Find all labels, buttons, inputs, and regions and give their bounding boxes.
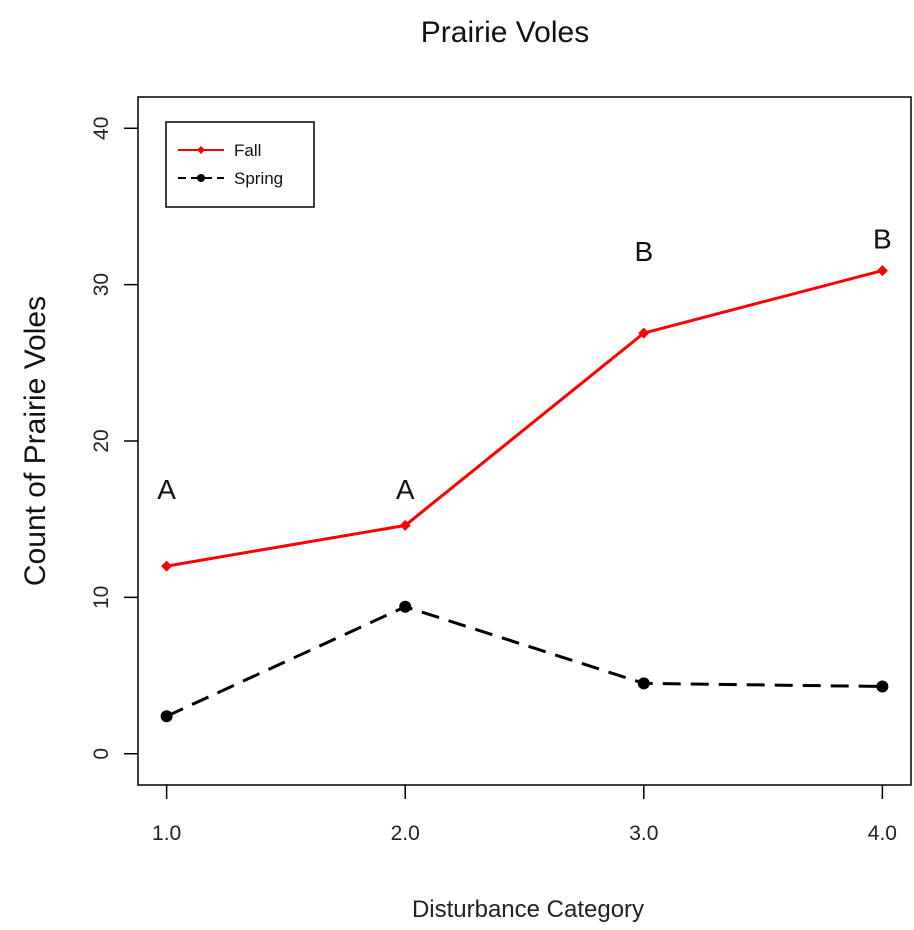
x-axis: 1.0 2.0 3.0 4.0: [152, 785, 897, 845]
y-tick-label: 0: [90, 748, 113, 760]
legend-marker-fall: [197, 146, 205, 154]
data-point-fall: [399, 519, 411, 531]
y-tick-label: 40: [90, 117, 113, 140]
series-spring: [160, 600, 889, 723]
data-point-fall: [876, 265, 888, 277]
data-point-fall: [161, 560, 173, 572]
group-letter-annotation: A: [396, 474, 415, 505]
series-layer: [160, 265, 889, 723]
x-tick-label: 3.0: [629, 822, 658, 845]
legend: Fall Spring: [165, 121, 315, 208]
x-axis-label: Disturbance Category: [412, 896, 644, 923]
group-letter-annotation: B: [873, 224, 892, 255]
y-axis: 0 10 20 30 40: [90, 117, 138, 760]
y-tick-label: 30: [90, 273, 113, 296]
data-point-spring: [160, 710, 173, 723]
chart-title: Prairie Voles: [421, 16, 589, 49]
annotation-layer: A A B B: [157, 224, 891, 505]
data-point-spring: [876, 680, 889, 693]
data-point-fall: [638, 327, 650, 339]
series-line-fall: [166, 269, 883, 568]
data-point-spring: [399, 600, 412, 613]
x-tick-label: 1.0: [152, 822, 181, 845]
series-line-spring: [166, 605, 883, 718]
data-point-spring: [637, 677, 650, 690]
y-axis-label: Count of Prairie Voles: [19, 296, 52, 586]
series-fall: [161, 265, 888, 572]
legend-box: [165, 121, 315, 208]
y-tick-label: 20: [90, 429, 113, 452]
x-tick-label: 2.0: [391, 822, 420, 845]
y-tick-label: 10: [90, 586, 113, 609]
legend-marker-spring: [197, 174, 205, 182]
x-tick-label: 4.0: [868, 822, 897, 845]
legend-label-fall: Fall: [234, 141, 261, 160]
group-letter-annotation: B: [634, 236, 653, 267]
legend-label-spring: Spring: [234, 169, 283, 188]
group-letter-annotation: A: [157, 474, 176, 505]
